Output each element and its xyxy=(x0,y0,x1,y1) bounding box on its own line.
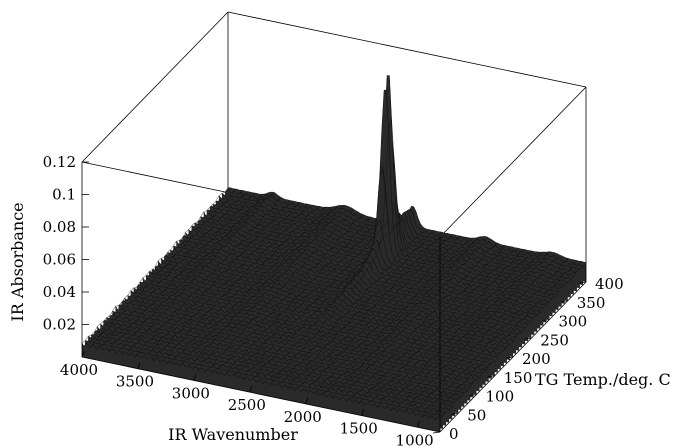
surface-col-60 xyxy=(216,214,363,373)
y-axis-label: TG Temp./deg. C xyxy=(535,370,671,389)
surface-col-140 xyxy=(395,252,542,410)
surface-col-116 xyxy=(341,237,488,398)
z-tick-label-1: 0.04 xyxy=(43,283,76,301)
z-tick-label-2: 0.06 xyxy=(43,251,76,269)
surface-col-36 xyxy=(162,204,309,361)
y-tick-label-6: 300 xyxy=(559,313,588,331)
x-tick-1 xyxy=(137,362,141,369)
box-edge-top-left xyxy=(81,11,229,163)
y-tick-label-7: 350 xyxy=(577,294,606,312)
surface-col-0 xyxy=(81,187,229,344)
x-axis-label: IR Wavenumber xyxy=(168,425,298,444)
y-tick-7 xyxy=(560,300,568,303)
surface-col-80 xyxy=(260,169,408,382)
surface-col-40 xyxy=(171,206,318,363)
x-tick-label-4: 2000 xyxy=(284,408,322,426)
surface-col-128 xyxy=(368,247,515,403)
surface-col-32 xyxy=(153,202,300,361)
z-tick-label-3: 0.08 xyxy=(43,218,76,236)
surface-col-72 xyxy=(242,220,390,380)
surface-col-48 xyxy=(189,206,336,365)
y-tick-6 xyxy=(542,319,550,321)
surface-col-144 xyxy=(403,251,551,413)
surface-col-160 xyxy=(439,262,587,420)
y-tick-0 xyxy=(432,431,441,434)
surface-col-68 xyxy=(234,219,381,375)
surface-col-4 xyxy=(90,189,238,348)
surface-col-8 xyxy=(99,191,247,347)
surface-col-28 xyxy=(144,200,291,356)
surface-col-20 xyxy=(126,191,274,354)
surface-col-24 xyxy=(135,197,282,357)
x-tick-2 xyxy=(193,374,197,381)
z-tick-label-4: 0.1 xyxy=(52,186,76,204)
surface-col-100 xyxy=(305,234,453,391)
y-tick-label-0: 0 xyxy=(449,425,459,443)
y-tick-2 xyxy=(469,394,477,396)
absorbance-surface xyxy=(81,75,587,432)
surface-col-92 xyxy=(287,230,435,390)
surface-col-108 xyxy=(323,237,470,393)
surface-col-112 xyxy=(332,236,479,399)
box-edge-bottom-front xyxy=(81,356,441,433)
surface-col-56 xyxy=(207,208,354,370)
surface-col-136 xyxy=(386,250,533,407)
x-axis: 4000 3500 3000 2500 2000 1500 1000 xyxy=(60,350,434,446)
y-tick-4 xyxy=(505,356,514,359)
x-tick-label-3: 2500 xyxy=(228,396,266,414)
surface-col-124 xyxy=(359,245,506,404)
surface-col-156 xyxy=(430,260,578,417)
box-edge-top-back xyxy=(227,11,587,88)
surface-col-12 xyxy=(108,192,255,352)
surface-col-104 xyxy=(314,235,461,395)
x-tick-3 xyxy=(249,386,253,393)
y-tick-label-1: 50 xyxy=(467,406,486,424)
x-tick-5 xyxy=(361,409,365,416)
z-tick-label-5: 0.12 xyxy=(43,153,76,171)
x-tick-0 xyxy=(81,350,85,358)
surface-col-76 xyxy=(251,222,399,379)
surface-col-84 xyxy=(269,119,417,385)
surface-col-132 xyxy=(377,249,524,408)
z-axis: 0.02 0.04 0.06 0.08 0.1 0.12 xyxy=(43,153,89,334)
y-tick-label-4: 200 xyxy=(522,350,551,368)
x-tick-label-0: 4000 xyxy=(60,361,98,379)
surface-col-152 xyxy=(421,258,569,418)
surface-col-64 xyxy=(224,216,372,376)
y-tick-label-5: 250 xyxy=(540,331,569,349)
x-tick-6 xyxy=(417,421,421,428)
y-tick-3 xyxy=(487,375,495,378)
surface-strip-0 xyxy=(82,343,440,432)
x-tick-label-5: 1500 xyxy=(340,420,378,438)
surface-col-52 xyxy=(198,205,345,371)
y-tick-label-8: 400 xyxy=(595,275,624,293)
surface-col-148 xyxy=(413,254,560,412)
x-tick-4 xyxy=(305,397,309,405)
surface-col-44 xyxy=(180,206,327,367)
box-edge-top-right xyxy=(439,86,587,238)
y-tick-label-3: 150 xyxy=(504,369,533,387)
x-tick-label-2: 3000 xyxy=(172,384,210,402)
surface-col-120 xyxy=(350,242,497,401)
y-tick-label-2: 100 xyxy=(486,388,515,406)
y-tick-1 xyxy=(451,412,459,415)
y-tick-8 xyxy=(578,281,587,284)
x-tick-label-6: 1000 xyxy=(396,431,434,446)
x-tick-label-1: 3500 xyxy=(116,373,154,391)
surface-col-88 xyxy=(278,228,426,384)
surface-col-16 xyxy=(117,193,264,351)
z-tick-label-0: 0.02 xyxy=(43,316,76,334)
surface-col-96 xyxy=(296,232,443,389)
z-axis-label: IR Absorbance xyxy=(8,202,27,321)
plot-box-back xyxy=(81,11,587,238)
y-tick-5 xyxy=(524,337,532,340)
